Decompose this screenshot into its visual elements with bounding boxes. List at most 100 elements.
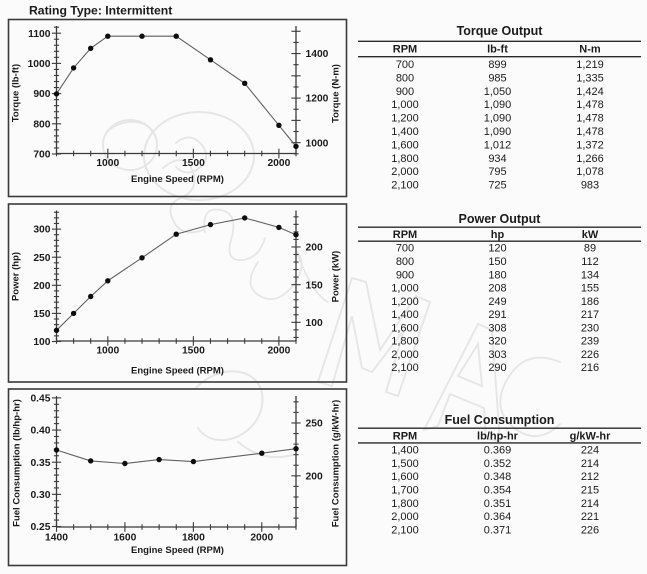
svg-text:2,000: 2,000 <box>391 166 419 178</box>
svg-text:1000: 1000 <box>28 59 51 70</box>
svg-text:RPM: RPM <box>393 229 417 241</box>
svg-text:180: 180 <box>488 269 506 281</box>
svg-text:1400: 1400 <box>306 49 329 60</box>
svg-text:186: 186 <box>581 296 599 308</box>
svg-text:1,200: 1,200 <box>391 113 419 125</box>
svg-text:120: 120 <box>488 243 506 255</box>
svg-text:214: 214 <box>581 498 599 510</box>
svg-text:2000: 2000 <box>250 532 273 543</box>
svg-text:0.35: 0.35 <box>30 458 50 469</box>
svg-text:1500: 1500 <box>182 345 205 356</box>
svg-text:899: 899 <box>488 59 506 71</box>
svg-text:2,000: 2,000 <box>391 349 419 361</box>
svg-text:2,100: 2,100 <box>391 524 419 536</box>
svg-text:0.40: 0.40 <box>30 426 50 437</box>
svg-text:0.25: 0.25 <box>30 522 50 533</box>
svg-text:230: 230 <box>581 322 599 334</box>
svg-text:Torque Output: Torque Output <box>457 24 544 38</box>
svg-text:320: 320 <box>488 336 506 348</box>
svg-text:900: 900 <box>33 89 50 100</box>
svg-text:hp: hp <box>491 229 505 241</box>
svg-text:983: 983 <box>581 180 599 192</box>
svg-text:Rating Type: Intermittent: Rating Type: Intermittent <box>29 3 172 17</box>
svg-text:1800: 1800 <box>182 532 205 543</box>
svg-text:221: 221 <box>581 511 599 523</box>
svg-text:134: 134 <box>581 269 599 281</box>
svg-text:1,372: 1,372 <box>576 139 604 151</box>
svg-text:1,400: 1,400 <box>391 445 419 457</box>
svg-text:1,335: 1,335 <box>576 73 604 85</box>
svg-text:0.352: 0.352 <box>484 458 512 470</box>
svg-text:1,600: 1,600 <box>391 139 419 151</box>
svg-text:89: 89 <box>584 243 596 255</box>
svg-text:200: 200 <box>33 281 50 292</box>
svg-text:Engine Speed (RPM): Engine Speed (RPM) <box>131 174 224 185</box>
svg-text:1,800: 1,800 <box>391 498 419 510</box>
svg-text:1,090: 1,090 <box>484 126 512 138</box>
svg-text:1,800: 1,800 <box>391 153 419 165</box>
svg-text:1000: 1000 <box>96 158 119 169</box>
svg-text:Power (hp): Power (hp) <box>11 252 22 301</box>
svg-text:200: 200 <box>306 471 323 482</box>
svg-text:900: 900 <box>396 269 414 281</box>
svg-text:150: 150 <box>488 256 506 268</box>
svg-text:Fuel Consumption (g/kW-hr): Fuel Consumption (g/kW-hr) <box>331 400 342 528</box>
svg-text:900: 900 <box>396 86 414 98</box>
svg-text:239: 239 <box>581 336 599 348</box>
svg-text:2000: 2000 <box>267 345 290 356</box>
svg-text:214: 214 <box>581 458 599 470</box>
svg-text:1,424: 1,424 <box>576 86 604 98</box>
svg-text:0.371: 0.371 <box>484 524 512 536</box>
svg-text:1000: 1000 <box>306 138 329 149</box>
svg-text:kW: kW <box>582 229 599 241</box>
svg-text:1,500: 1,500 <box>391 458 419 470</box>
svg-text:Fuel Consumption (lb/hp-hr): Fuel Consumption (lb/hp-hr) <box>12 399 23 527</box>
svg-text:0.369: 0.369 <box>484 445 512 457</box>
svg-text:Engine Speed (RPM): Engine Speed (RPM) <box>131 365 224 376</box>
svg-text:N-m: N-m <box>579 44 601 56</box>
svg-text:308: 308 <box>488 322 506 334</box>
svg-text:303: 303 <box>488 349 506 361</box>
svg-text:lb/hp-hr: lb/hp-hr <box>477 431 519 443</box>
svg-text:1400: 1400 <box>45 532 68 543</box>
svg-text:216: 216 <box>581 362 599 374</box>
svg-text:1,800: 1,800 <box>391 336 419 348</box>
svg-text:800: 800 <box>396 256 414 268</box>
svg-text:250: 250 <box>33 253 50 264</box>
svg-text:1,090: 1,090 <box>484 99 512 111</box>
svg-text:0.364: 0.364 <box>484 511 512 523</box>
svg-text:985: 985 <box>488 73 506 85</box>
svg-text:112: 112 <box>581 256 599 268</box>
svg-text:1,600: 1,600 <box>391 322 419 334</box>
svg-text:200: 200 <box>306 243 323 254</box>
svg-text:249: 249 <box>488 296 506 308</box>
svg-text:226: 226 <box>581 524 599 536</box>
svg-text:Power Output: Power Output <box>459 212 542 226</box>
svg-text:RPM: RPM <box>393 431 417 443</box>
svg-text:934: 934 <box>488 153 506 165</box>
svg-text:1,266: 1,266 <box>576 153 604 165</box>
svg-text:155: 155 <box>581 283 599 295</box>
svg-text:2,000: 2,000 <box>391 511 419 523</box>
svg-text:0.30: 0.30 <box>30 490 50 501</box>
svg-text:1,600: 1,600 <box>391 471 419 483</box>
svg-text:RPM: RPM <box>393 44 417 56</box>
svg-text:291: 291 <box>488 309 506 321</box>
svg-text:2,100: 2,100 <box>391 362 419 374</box>
svg-text:0.351: 0.351 <box>484 498 512 510</box>
svg-text:800: 800 <box>396 73 414 85</box>
svg-text:1,078: 1,078 <box>576 166 604 178</box>
svg-text:1,478: 1,478 <box>576 126 604 138</box>
svg-text:1,000: 1,000 <box>391 283 419 295</box>
svg-text:Torque (lb-ft): Torque (lb-ft) <box>11 64 22 122</box>
svg-text:150: 150 <box>33 309 50 320</box>
svg-text:700: 700 <box>396 59 414 71</box>
svg-text:Torque (N-m): Torque (N-m) <box>331 64 342 123</box>
svg-text:226: 226 <box>581 349 599 361</box>
svg-text:300: 300 <box>33 225 50 236</box>
svg-text:1,050: 1,050 <box>484 86 512 98</box>
svg-text:150: 150 <box>306 280 323 291</box>
svg-text:2000: 2000 <box>267 158 290 169</box>
svg-text:1000: 1000 <box>96 345 119 356</box>
svg-text:208: 208 <box>488 283 506 295</box>
